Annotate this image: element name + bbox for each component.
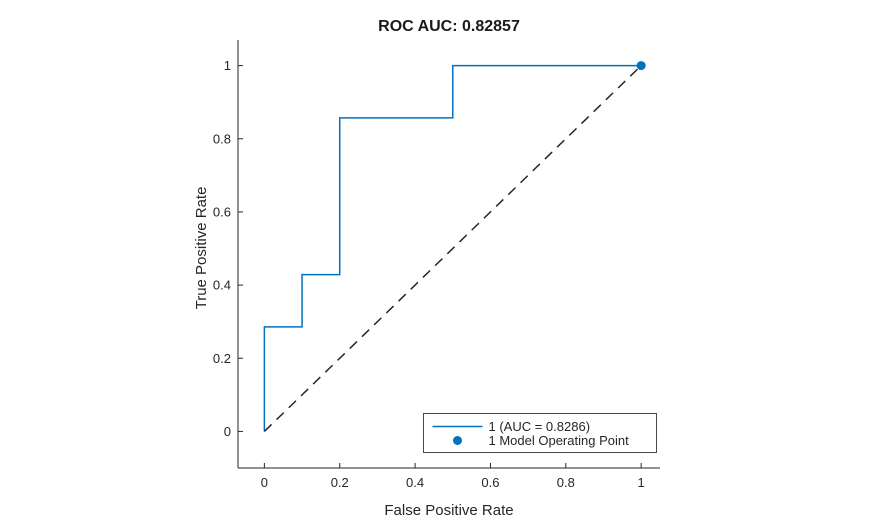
legend-entry-label: 1 (AUC = 0.8286)	[489, 419, 591, 434]
chart-title: ROC AUC: 0.82857	[378, 18, 520, 35]
y-tick-label: 0.4	[213, 278, 231, 293]
legend-box	[423, 413, 657, 453]
legend-dot-sample	[453, 436, 462, 445]
model-operating-point-marker	[636, 61, 646, 71]
x-tick-label: 0.2	[331, 475, 349, 490]
legend-entry-label: 1 Model Operating Point	[489, 433, 630, 448]
y-tick-label: 0.2	[213, 351, 231, 366]
roc-curve-line	[263, 64, 642, 432]
x-tick-label: 0.4	[406, 475, 424, 490]
x-axis-label: False Positive Rate	[384, 502, 513, 519]
x-tick-label: 1	[638, 475, 645, 490]
series-layer	[263, 61, 646, 432]
y-axis-label: True Positive Rate	[193, 187, 210, 310]
y-tick-label: 1	[224, 58, 231, 73]
axes-layer: 0 0.2 0.4 0.6 0.8 1 0 0.2 0.4 0.6 0.8 1	[213, 40, 660, 490]
legend: 1 (AUC = 0.8286)1 Model Operating Point	[423, 413, 657, 453]
y-tick-label: 0.6	[213, 204, 231, 219]
x-tick-label: 0.8	[557, 475, 575, 490]
random-classifier-reference-line	[263, 65, 642, 432]
y-tick-label: 0	[224, 424, 231, 439]
x-tick-label: 0	[261, 475, 268, 490]
x-tick-label: 0.6	[481, 475, 499, 490]
y-tick-label: 0.8	[213, 131, 231, 146]
